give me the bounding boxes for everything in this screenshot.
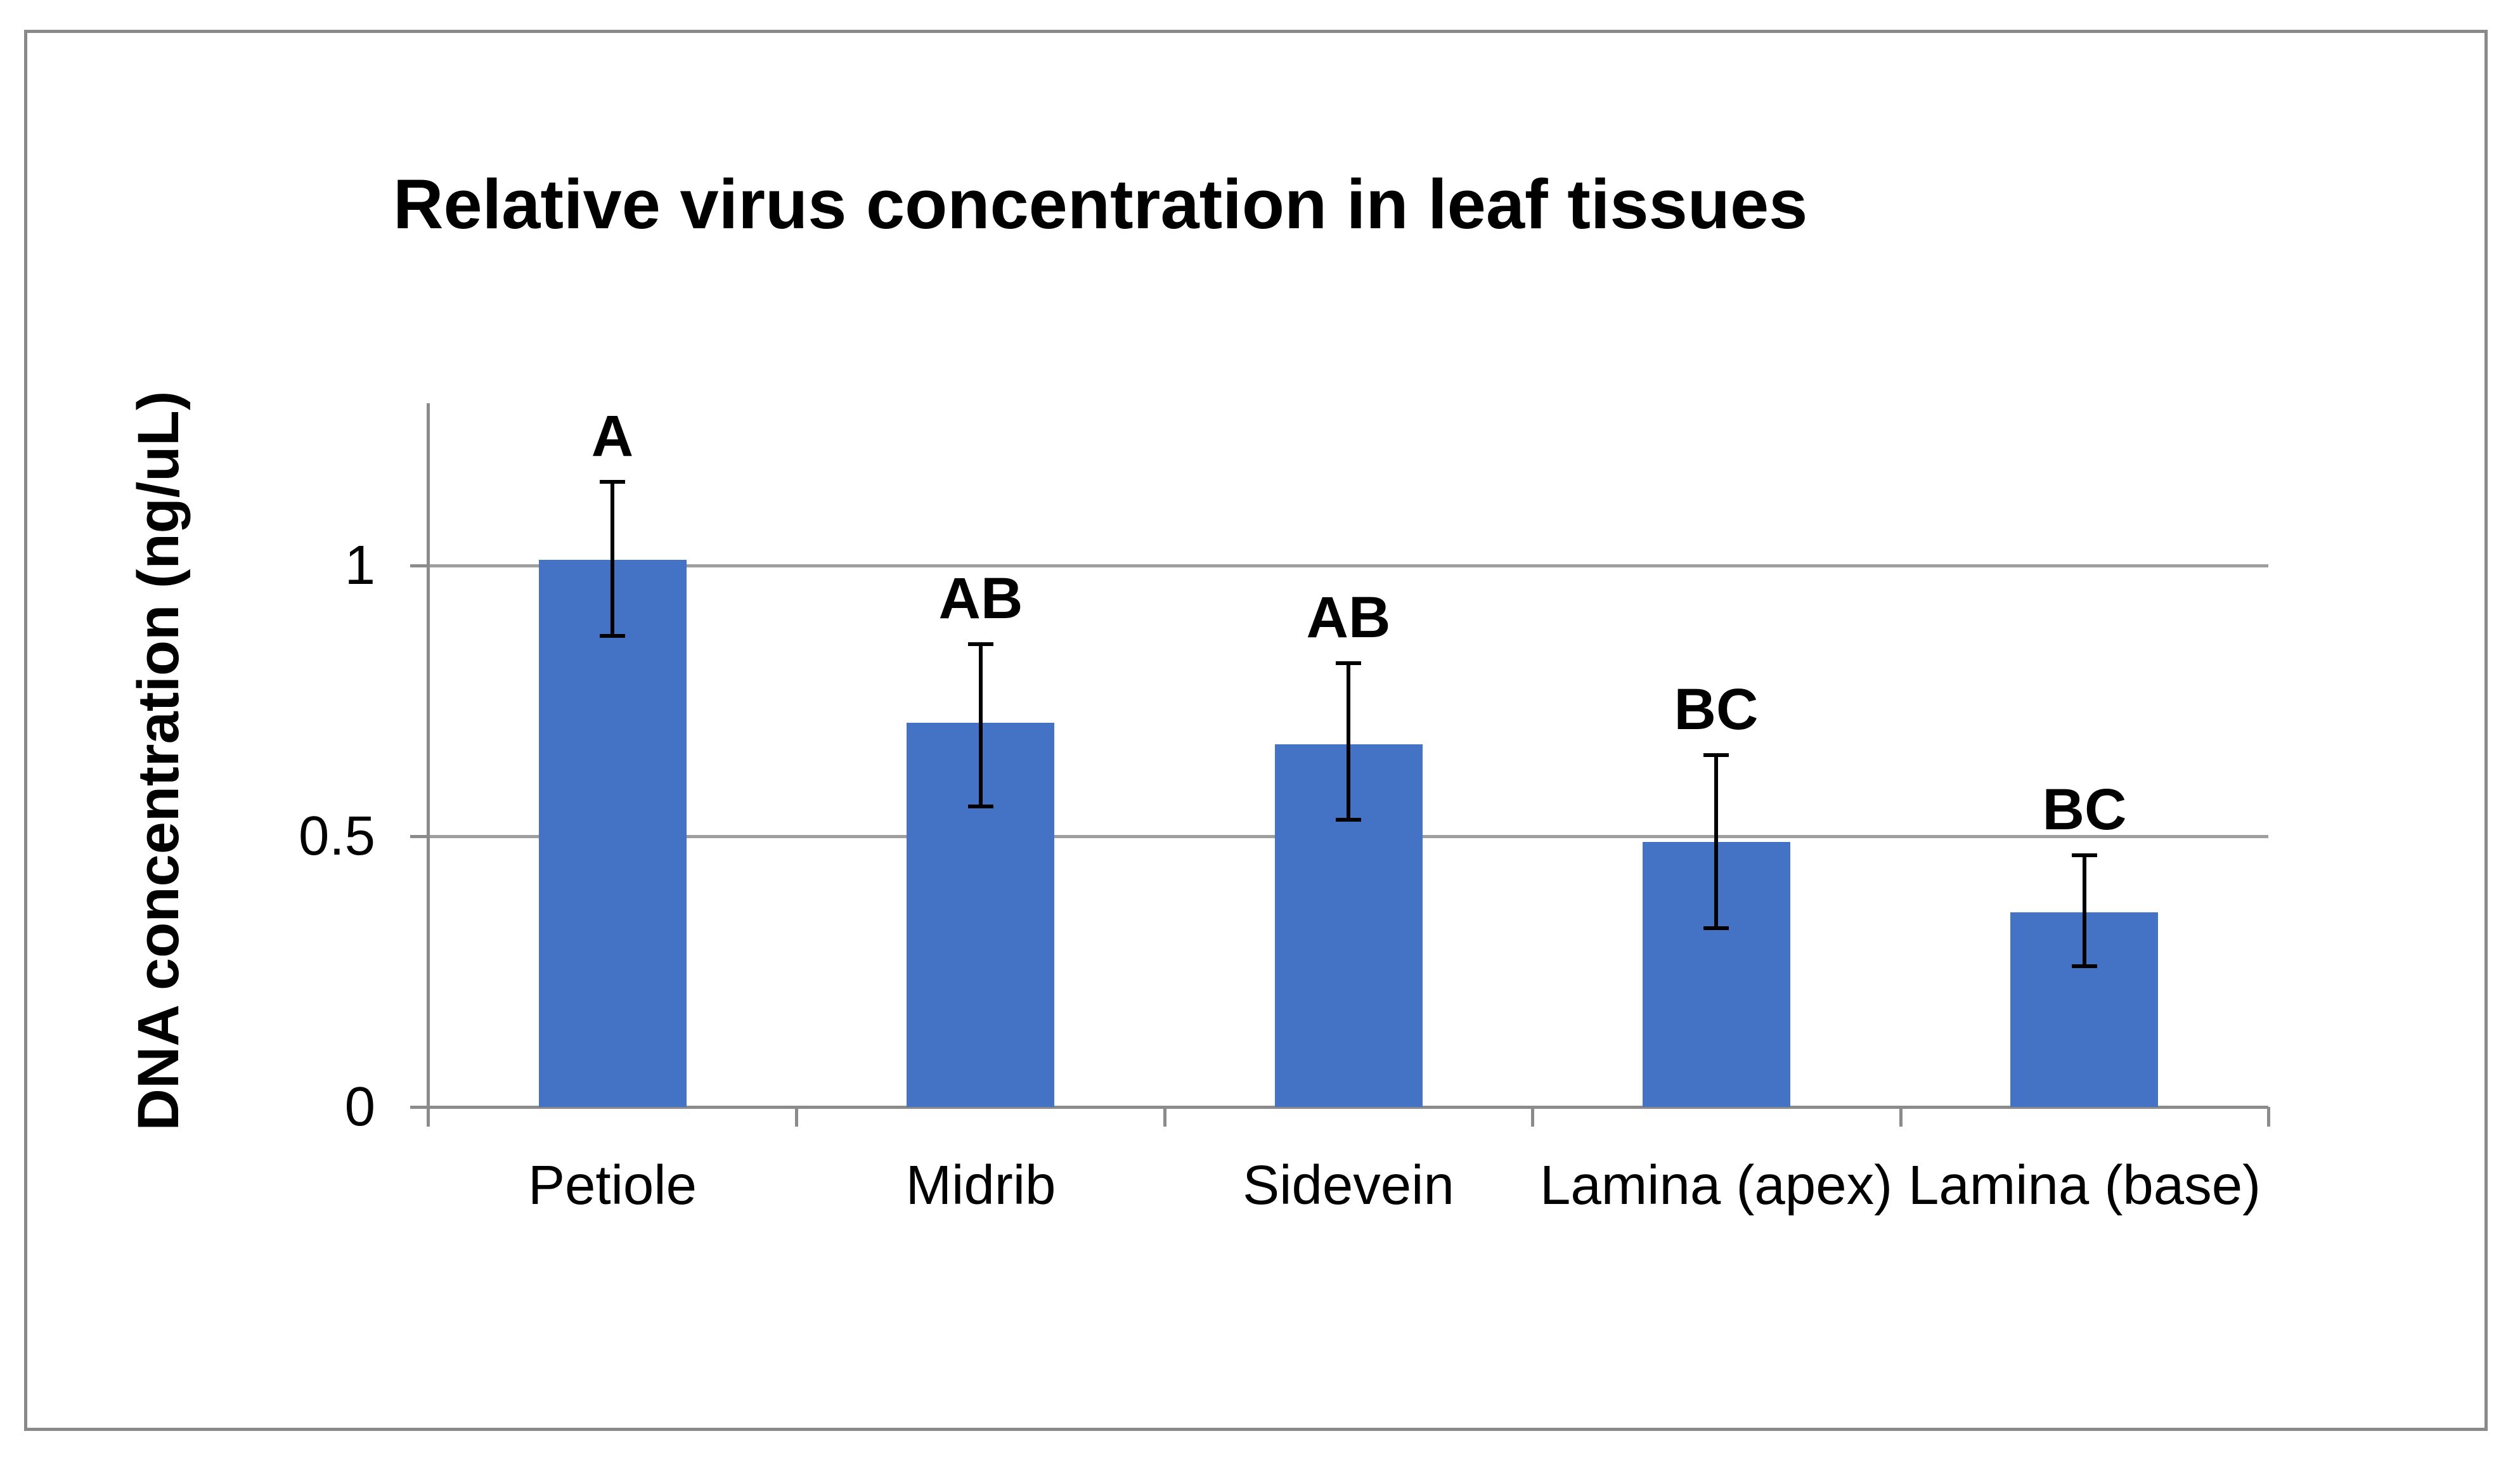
category-label-sidevein: Sidevein	[1243, 1155, 1454, 1216]
y-tick-0.5	[410, 835, 429, 838]
error-bar-stem	[1347, 663, 1350, 820]
bar-petiole	[539, 560, 687, 1107]
category-label-petiole: Petiole	[527, 1155, 697, 1216]
category-label-midrib: Midrib	[905, 1155, 1056, 1216]
x-axis-line	[410, 1106, 2268, 1109]
category-label-lamina-base-: Lamina (base)	[1908, 1155, 2261, 1216]
significance-letter-AB: AB	[938, 566, 1023, 631]
chart-area-border	[24, 30, 2488, 1431]
significance-letter-AB: AB	[1306, 585, 1391, 650]
error-bar-stem	[611, 482, 614, 636]
significance-letter-BC: BC	[2042, 777, 2127, 842]
y-tick-label-0.5: 0.5	[299, 805, 375, 867]
gridline-y-1	[429, 564, 2268, 567]
x-tick-1	[795, 1107, 798, 1127]
error-bar-stem	[2083, 855, 2086, 966]
error-bar-bottom-cap	[600, 634, 625, 638]
y-axis-title: DNA concentration (ng/uL)	[126, 391, 191, 1131]
category-label-lamina-apex-: Lamina (apex)	[1539, 1155, 1893, 1216]
error-bar-stem	[979, 644, 983, 806]
error-bar-top-cap	[1336, 661, 1361, 665]
y-tick-label-0: 0	[344, 1076, 375, 1137]
error-bar-bottom-cap	[968, 805, 993, 808]
significance-letter-BC: BC	[1674, 677, 1759, 742]
x-tick-3	[1531, 1107, 1534, 1127]
error-bar-top-cap	[2072, 853, 2097, 857]
y-tick-1	[410, 564, 429, 567]
y-axis-line	[427, 403, 430, 1127]
error-bar-bottom-cap	[1703, 926, 1729, 930]
error-bar-bottom-cap	[2072, 964, 2097, 968]
significance-letter-A: A	[591, 404, 634, 469]
error-bar-top-cap	[600, 480, 625, 484]
error-bar-top-cap	[968, 642, 993, 646]
chart-title: Relative virus concentration in leaf tis…	[393, 165, 1808, 243]
y-tick-label-1: 1	[344, 534, 375, 596]
error-bar-bottom-cap	[1336, 818, 1361, 822]
error-bar-stem	[1714, 755, 1718, 928]
x-tick-4	[1899, 1107, 1903, 1127]
x-tick-5	[2267, 1107, 2270, 1127]
error-bar-top-cap	[1703, 753, 1729, 757]
x-tick-2	[1163, 1107, 1166, 1127]
